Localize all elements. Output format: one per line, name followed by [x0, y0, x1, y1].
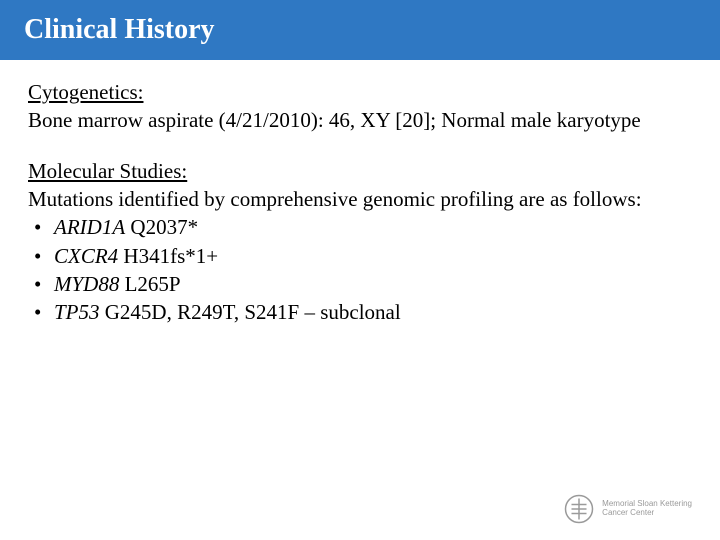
- footer-logo: Memorial Sloan Kettering Cancer Center: [564, 494, 692, 524]
- mskcc-logo-icon: [564, 494, 594, 524]
- cytogenetics-section: Cytogenetics: Bone marrow aspirate (4/21…: [28, 78, 692, 135]
- gene-name: ARID1A: [54, 215, 125, 239]
- cytogenetics-body: Bone marrow aspirate (4/21/2010): 46, XY…: [28, 108, 641, 132]
- molecular-heading: Molecular Studies:: [28, 159, 187, 183]
- content-body: Cytogenetics: Bone marrow aspirate (4/21…: [0, 60, 720, 327]
- list-item: TP53 G245D, R249T, S241F – subclonal: [32, 298, 692, 326]
- mutation-text: Q2037*: [125, 215, 198, 239]
- mutation-text: L265P: [119, 272, 180, 296]
- molecular-intro: Mutations identified by comprehensive ge…: [28, 187, 642, 211]
- footer-logo-text: Memorial Sloan Kettering Cancer Center: [602, 500, 692, 518]
- title-bar: Clinical History: [0, 0, 720, 60]
- list-item: MYD88 L265P: [32, 270, 692, 298]
- mutation-text: H341fs*1+: [118, 244, 218, 268]
- slide: Clinical History Cytogenetics: Bone marr…: [0, 0, 720, 540]
- gene-name: CXCR4: [54, 244, 118, 268]
- list-item: CXCR4 H341fs*1+: [32, 242, 692, 270]
- list-item: ARID1A Q2037*: [32, 213, 692, 241]
- mutation-text: G245D, R249T, S241F – subclonal: [100, 300, 401, 324]
- logo-line2: Cancer Center: [602, 509, 692, 518]
- page-title: Clinical History: [24, 14, 215, 46]
- molecular-section: Molecular Studies: Mutations identified …: [28, 157, 692, 327]
- cytogenetics-heading: Cytogenetics:: [28, 80, 143, 104]
- gene-name: TP53: [54, 300, 100, 324]
- gene-name: MYD88: [54, 272, 119, 296]
- mutation-list: ARID1A Q2037* CXCR4 H341fs*1+ MYD88 L265…: [28, 213, 692, 326]
